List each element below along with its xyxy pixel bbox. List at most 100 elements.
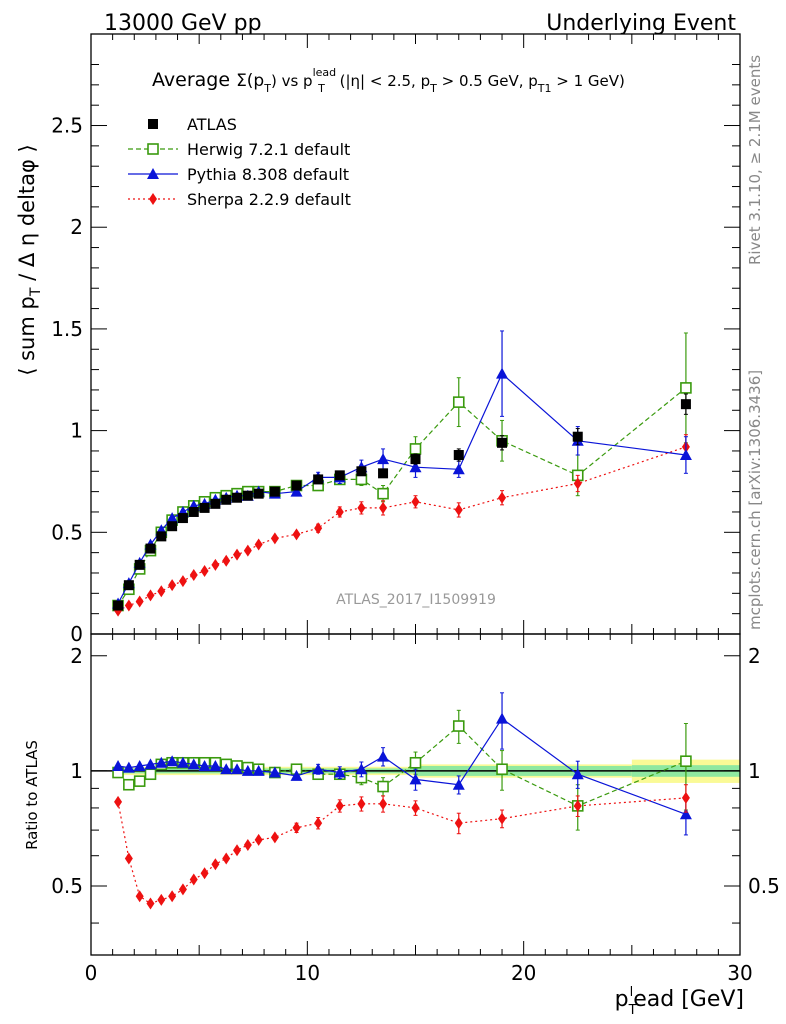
y-tick-label: 0.5 bbox=[51, 520, 83, 544]
herwig-data-point bbox=[377, 487, 389, 500]
sherpa-data-point bbox=[498, 491, 507, 504]
y-tick-label: 2.5 bbox=[51, 114, 83, 138]
rivet-label: Rivet 3.1.10, ≥ 2.1M events bbox=[746, 55, 764, 265]
legend-marker-atlas bbox=[148, 119, 158, 129]
herwig-data-point bbox=[452, 396, 465, 408]
header-analysis: Underlying Event bbox=[546, 11, 736, 36]
pythia-data-point bbox=[220, 763, 233, 775]
pythia-data-point bbox=[166, 755, 179, 767]
sherpa-data-point bbox=[243, 544, 252, 557]
sherpa-series-line bbox=[117, 797, 686, 905]
pythia-data-point bbox=[122, 761, 135, 773]
herwig-data-point bbox=[409, 443, 422, 455]
herwig-data-point bbox=[377, 780, 389, 793]
herwig-data-point bbox=[144, 768, 157, 781]
sherpa-data-point bbox=[168, 579, 177, 592]
y-tick-label: 1 bbox=[70, 419, 83, 443]
pythia-data-point bbox=[252, 764, 265, 776]
pythia-data-point bbox=[409, 773, 422, 785]
legend-marker-pythia bbox=[147, 168, 159, 179]
pythia-data-point bbox=[377, 453, 390, 465]
sherpa-data-point bbox=[211, 558, 220, 571]
sherpa-data-point bbox=[114, 795, 123, 808]
sherpa-data-point bbox=[454, 817, 463, 830]
atlas-data-point bbox=[378, 468, 389, 479]
pythia-data-point bbox=[452, 463, 465, 475]
sherpa-data-point bbox=[379, 797, 388, 810]
sherpa-data-point bbox=[270, 532, 279, 545]
sherpa-data-point bbox=[135, 890, 144, 903]
pythia-data-point bbox=[166, 512, 179, 524]
pythia-data-point bbox=[333, 766, 346, 778]
sherpa-data-point bbox=[146, 589, 155, 602]
atlas-data-point bbox=[269, 486, 280, 497]
x-tick-label: 30 bbox=[727, 961, 752, 985]
pythia-data-point bbox=[268, 766, 281, 778]
legend-label-herwig: Herwig 7.2.1 default bbox=[187, 140, 350, 159]
pythia-data-point bbox=[241, 764, 254, 776]
atlas-data-point bbox=[410, 454, 421, 465]
herwig-data-point bbox=[123, 778, 135, 791]
herwig-data-point bbox=[680, 755, 692, 767]
pythia-data-point bbox=[312, 763, 325, 775]
pythia-data-point bbox=[155, 756, 168, 768]
sherpa-data-point bbox=[254, 833, 263, 846]
sherpa-data-point bbox=[178, 883, 187, 896]
sherpa-data-point bbox=[146, 897, 155, 910]
pythia-data-point bbox=[112, 759, 125, 771]
sherpa-data-point bbox=[411, 801, 420, 814]
legend: ATLAS Herwig 7.2.1 default Pythia 8.308 de… bbox=[128, 115, 351, 209]
sherpa-data-point bbox=[200, 564, 209, 577]
atlas-data-point bbox=[356, 466, 367, 477]
pythia-data-point bbox=[187, 758, 200, 770]
sherpa-data-point bbox=[335, 505, 344, 518]
header-collision: 13000 GeV pp bbox=[104, 11, 262, 36]
pythia-data-point bbox=[679, 449, 692, 461]
herwig-data-point bbox=[680, 382, 692, 394]
sherpa-data-point bbox=[270, 831, 279, 844]
atlas-data-point bbox=[680, 399, 691, 410]
sherpa-data-point bbox=[222, 554, 231, 567]
ratio-y-tick-label: 2 bbox=[70, 644, 83, 668]
ratio-panel: 0 10 20 30 0.5 0.5 1 1 2 2 bbox=[51, 633, 780, 985]
y-tick-label: 0 bbox=[70, 622, 83, 646]
sherpa-data-point bbox=[124, 852, 133, 865]
sherpa-data-point bbox=[135, 595, 144, 608]
atlas-data-point bbox=[188, 506, 199, 517]
sherpa-data-point bbox=[411, 495, 420, 508]
sherpa-data-point bbox=[168, 890, 177, 903]
atlas-data-point bbox=[242, 490, 253, 501]
sherpa-data-point bbox=[233, 844, 242, 857]
atlas-data-point bbox=[134, 559, 145, 570]
atlas-data-point bbox=[232, 492, 243, 503]
pythia-data-point bbox=[133, 759, 146, 771]
sherpa-data-point bbox=[357, 501, 366, 514]
ratio-y-tick-label: 0.5 bbox=[51, 874, 83, 898]
legend-marker-sherpa bbox=[149, 193, 157, 205]
sherpa-data-point bbox=[573, 477, 582, 490]
y-tick-label: 1.5 bbox=[51, 317, 83, 341]
pythia-data-point bbox=[290, 485, 303, 497]
x-tick-label: 20 bbox=[511, 961, 536, 985]
sherpa-data-point bbox=[314, 522, 323, 535]
sherpa-data-point bbox=[379, 501, 388, 514]
main-y-axis-label: ⟨ sum pT / Δ η deltaφ ⟩ bbox=[15, 144, 44, 376]
atlas-data-point bbox=[177, 513, 188, 524]
atlas-data-point bbox=[334, 470, 345, 481]
x-tick-label: 10 bbox=[295, 961, 320, 985]
pythia-data-point bbox=[496, 712, 509, 724]
atlas-data-point bbox=[145, 543, 156, 554]
sherpa-data-point bbox=[454, 503, 463, 516]
sherpa-data-point bbox=[292, 528, 301, 541]
pythia-data-point bbox=[496, 367, 509, 379]
atlas-data-point bbox=[167, 521, 178, 532]
legend-marker-herwig bbox=[147, 143, 159, 155]
sherpa-data-point bbox=[200, 867, 209, 880]
atlas-data-point bbox=[123, 580, 134, 591]
pythia-data-point bbox=[452, 778, 465, 790]
sherpa-data-point bbox=[189, 569, 198, 582]
atlas-data-point bbox=[572, 431, 583, 442]
x-tick-label: 0 bbox=[85, 961, 98, 985]
ratio-y-tick-label: 1 bbox=[70, 759, 83, 783]
sherpa-data-point bbox=[314, 817, 323, 830]
